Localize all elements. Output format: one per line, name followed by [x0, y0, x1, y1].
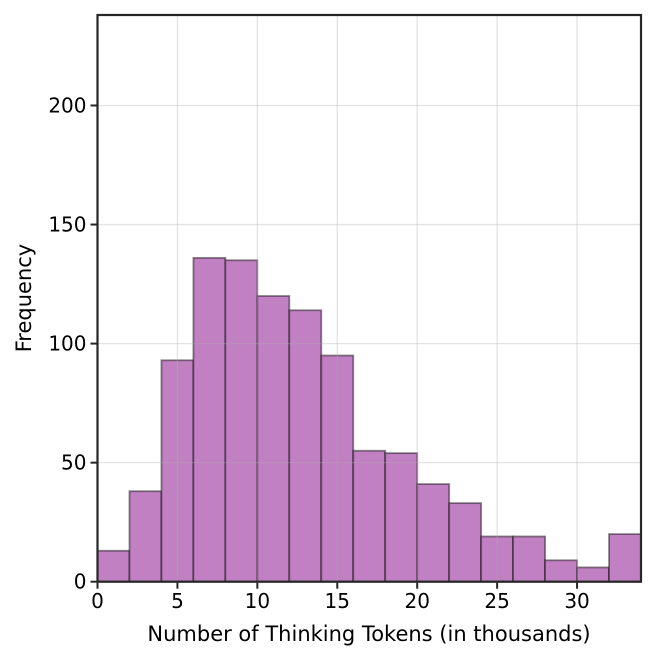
histogram-bar: [416, 483, 451, 583]
x-tick-label: 30: [564, 589, 589, 613]
histogram-bar: [608, 533, 642, 583]
x-tick-label: 5: [171, 589, 184, 613]
y-tick-label: 100: [48, 332, 86, 356]
histogram-bar: [224, 259, 259, 583]
histogram-bar: [384, 452, 419, 583]
histogram-bar: [192, 256, 227, 583]
tick-labels-group: 0 5 10 15 20 25 30 0 50 100 150 200: [48, 93, 589, 613]
histogram-bar: [352, 449, 387, 583]
y-tick-label: 50: [61, 451, 86, 475]
histogram-bar: [256, 295, 291, 583]
histogram-bar: [320, 354, 355, 583]
y-tick-label: 200: [48, 93, 86, 117]
x-tick-label: 15: [325, 589, 350, 613]
x-tick-label: 20: [404, 589, 429, 613]
histogram-bar: [512, 535, 546, 583]
histogram-bar: [544, 559, 578, 583]
bars-group: [96, 256, 642, 583]
y-axis-label: Frequency: [12, 244, 36, 353]
plot-border: [96, 13, 643, 583]
histogram-bar: [448, 502, 483, 583]
tick-marks-group: [90, 104, 579, 589]
x-tick-label: 10: [245, 589, 270, 613]
histogram-bar: [96, 549, 131, 583]
histogram-bar: [128, 490, 163, 583]
x-axis-label: Number of Thinking Tokens (in thousands): [147, 622, 590, 646]
x-tick-label: 0: [91, 589, 104, 613]
y-tick-label: 0: [74, 570, 87, 594]
axes-spines: [96, 13, 643, 583]
x-tick-label: 25: [484, 589, 509, 613]
histogram-bar: [576, 566, 610, 583]
y-tick-label: 150: [48, 213, 86, 237]
histogram-bar: [160, 359, 195, 583]
histogram-bar: [288, 309, 323, 583]
